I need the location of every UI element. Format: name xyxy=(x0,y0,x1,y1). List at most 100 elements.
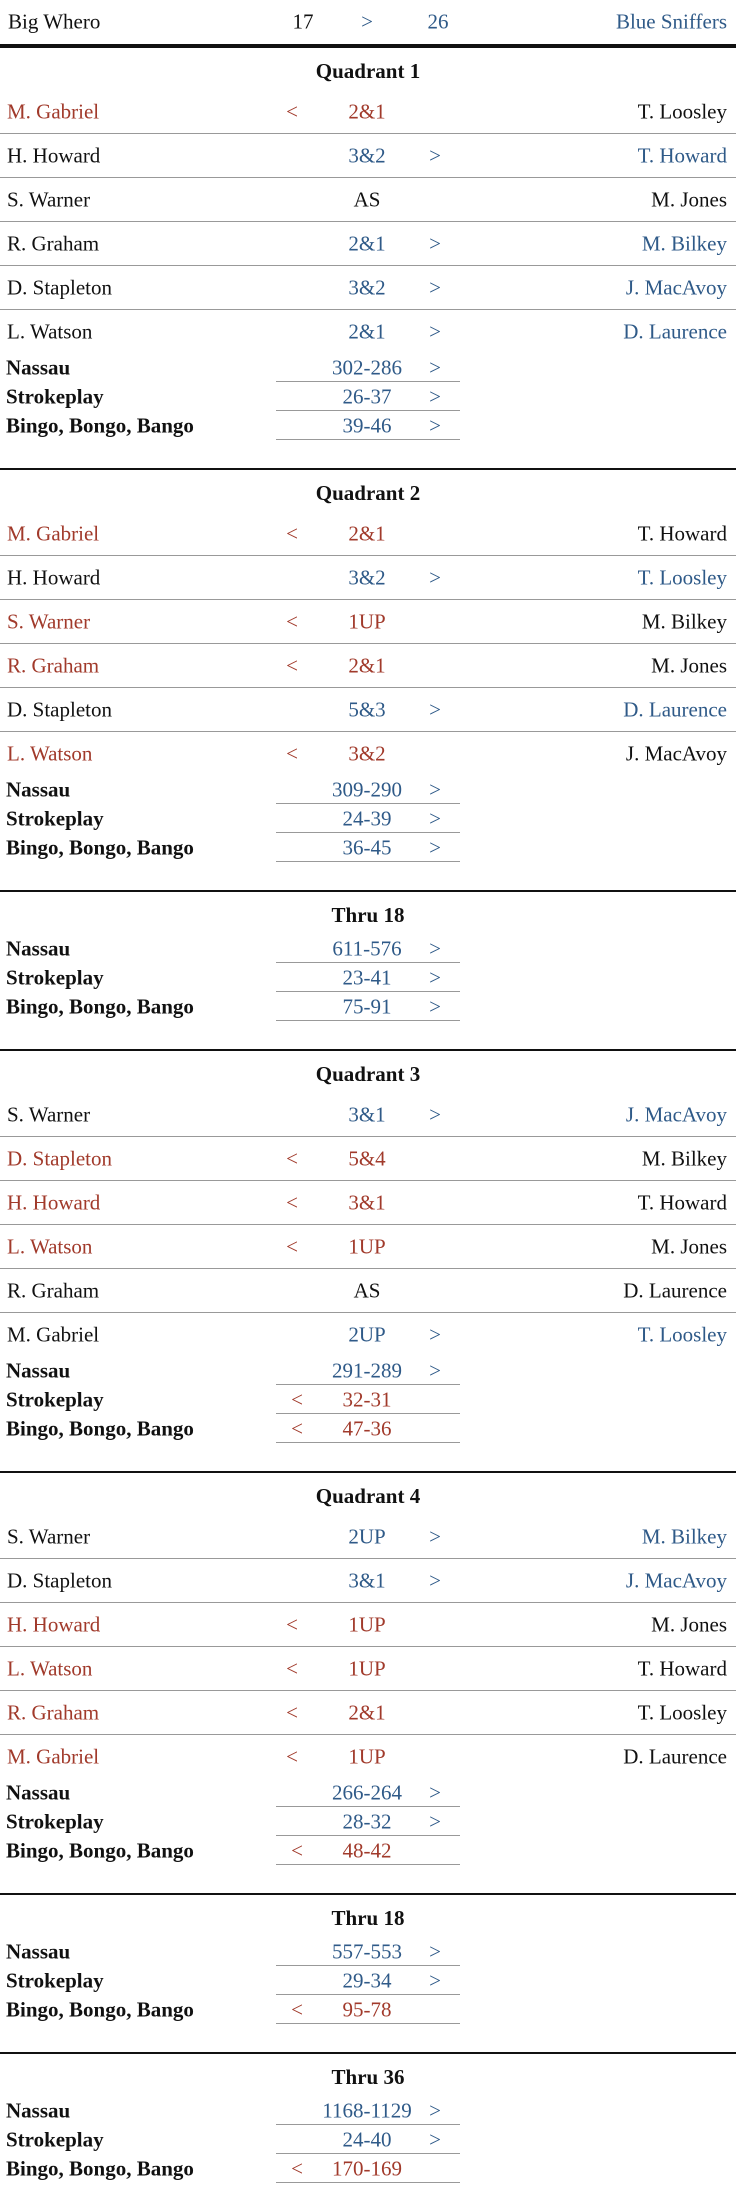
total-arrow: > xyxy=(429,384,441,408)
total-score: 170-169 xyxy=(332,2156,402,2180)
left-player: H. Howard xyxy=(7,143,101,167)
right-player: T. Howard xyxy=(637,143,727,167)
total-label: Bingo, Bongo, Bango xyxy=(6,1997,194,2021)
total-score: 23-41 xyxy=(342,965,392,989)
underline xyxy=(276,1864,460,1865)
total-score: 24-39 xyxy=(342,806,392,830)
underline xyxy=(276,2153,460,2154)
section: Thru 18 Nassau 611-576 > Strokeplay 23-41 > Bin… xyxy=(0,890,736,1049)
section: Quadrant 4 S. Warner 2UP > M. Bilkey D. Stapl… xyxy=(0,1471,736,1893)
total-score: 1168-1129 xyxy=(322,2098,412,2122)
match-arrow: < xyxy=(286,1700,298,1724)
total-row: Strokeplay 28-32 > xyxy=(0,1807,736,1836)
match-row: D. Stapleton 5&3 > D. Laurence xyxy=(0,688,736,732)
right-player: T. Loosley xyxy=(637,99,727,123)
left-player: R. Graham xyxy=(7,1278,100,1302)
match-arrow: > xyxy=(429,319,441,343)
section-title: Thru 18 xyxy=(331,1906,405,1930)
match-arrow: > xyxy=(429,143,441,167)
total-score: 39-46 xyxy=(342,413,392,437)
total-arrow: < xyxy=(291,1997,303,2021)
match-row: M. Gabriel 2UP > T. Loosley xyxy=(0,1313,736,1356)
right-player: D. Laurence xyxy=(623,319,727,343)
total-row: Bingo, Bongo, Bango 95-78 < xyxy=(0,1995,736,2024)
match-result: 2&1 xyxy=(348,653,386,677)
match-row: R. Graham 2&1 > M. Bilkey xyxy=(0,222,736,266)
total-arrow: < xyxy=(291,1387,303,1411)
match-row: H. Howard 3&1 < T. Howard xyxy=(0,1181,736,1225)
left-player: H. Howard xyxy=(7,1612,101,1636)
match-arrow: < xyxy=(286,653,298,677)
underline xyxy=(276,2182,460,2183)
match-row: M. Gabriel 1UP < D. Laurence xyxy=(0,1735,736,1778)
total-label: Nassau xyxy=(6,2098,71,2122)
total-row: Nassau 1168-1129 > xyxy=(0,2096,736,2125)
total-label: Bingo, Bongo, Bango xyxy=(6,1416,194,1440)
total-row: Nassau 611-576 > xyxy=(0,934,736,963)
right-player: D. Laurence xyxy=(623,697,727,721)
right-player: T. Loosley xyxy=(637,1700,727,1724)
right-player: J. MacAvoy xyxy=(625,1568,727,1592)
header-arrow: > xyxy=(361,9,373,34)
total-arrow: > xyxy=(429,355,441,379)
total-row: Nassau 302-286 > xyxy=(0,353,736,382)
match-row: D. Stapleton 3&1 > J. MacAvoy xyxy=(0,1559,736,1603)
match-result: AS xyxy=(353,187,381,211)
underline xyxy=(276,2124,460,2125)
total-row: Bingo, Bongo, Bango 47-36 < xyxy=(0,1414,736,1443)
match-row: S. Warner 1UP < M. Bilkey xyxy=(0,600,736,644)
match-result: 3&2 xyxy=(348,565,386,589)
underline xyxy=(276,1806,460,1807)
underline xyxy=(276,381,460,382)
total-score: 309-290 xyxy=(332,777,402,801)
match-row: L. Watson 1UP < T. Howard xyxy=(0,1647,736,1691)
underline xyxy=(276,1994,460,1995)
total-arrow: > xyxy=(429,2127,441,2151)
left-player: M. Gabriel xyxy=(7,99,100,123)
total-label: Strokeplay xyxy=(6,1968,104,1992)
match-arrow: < xyxy=(286,1612,298,1636)
total-score: 26-37 xyxy=(342,384,392,408)
total-arrow: > xyxy=(429,2098,441,2122)
match-result: 2&1 xyxy=(348,231,386,255)
match-result: 2UP xyxy=(348,1322,386,1346)
section-title: Thru 18 xyxy=(331,903,405,927)
underline xyxy=(276,1835,460,1836)
section: Thru 36 Nassau 1168-1129 > Strokeplay 24-40 > B… xyxy=(0,2052,736,2211)
total-score: 28-32 xyxy=(342,1809,392,1833)
match-result: 1UP xyxy=(348,1234,386,1258)
match-row: H. Howard 3&2 > T. Loosley xyxy=(0,556,736,600)
left-team: Big Whero xyxy=(8,9,101,34)
total-row: Strokeplay 29-34 > xyxy=(0,1966,736,1995)
left-player: S. Warner xyxy=(7,187,91,211)
total-score: 266-264 xyxy=(332,1780,402,1804)
left-player: M. Gabriel xyxy=(7,521,100,545)
right-player: J. MacAvoy xyxy=(625,275,727,299)
total-row: Bingo, Bongo, Bango 75-91 > xyxy=(0,992,736,1021)
match-result: 2&1 xyxy=(348,521,386,545)
match-row: D. Stapleton 3&2 > J. MacAvoy xyxy=(0,266,736,310)
total-label: Nassau xyxy=(6,1780,71,1804)
total-arrow: > xyxy=(429,806,441,830)
total-row: Strokeplay 32-31 < xyxy=(0,1385,736,1414)
match-row: R. Graham 2&1 < M. Jones xyxy=(0,644,736,688)
match-arrow: > xyxy=(429,275,441,299)
underline xyxy=(276,803,460,804)
match-arrow: < xyxy=(286,1656,298,1680)
underline xyxy=(276,1965,460,1966)
match-row: S. Warner 3&1 > J. MacAvoy xyxy=(0,1093,736,1137)
match-result: 2&1 xyxy=(348,1700,386,1724)
left-player: H. Howard xyxy=(7,1190,101,1214)
right-player: M. Bilkey xyxy=(641,231,727,255)
match-arrow: > xyxy=(429,1524,441,1548)
right-player: T. Howard xyxy=(637,1190,727,1214)
left-player: R. Graham xyxy=(7,653,100,677)
right-player: D. Laurence xyxy=(623,1278,727,1302)
underline xyxy=(276,832,460,833)
total-arrow: < xyxy=(291,2156,303,2180)
total-row: Strokeplay 24-40 > xyxy=(0,2125,736,2154)
underline xyxy=(276,439,460,440)
total-label: Bingo, Bongo, Bango xyxy=(6,835,194,859)
section: Quadrant 3 S. Warner 3&1 > J. MacAvoy D. Stap… xyxy=(0,1049,736,1471)
